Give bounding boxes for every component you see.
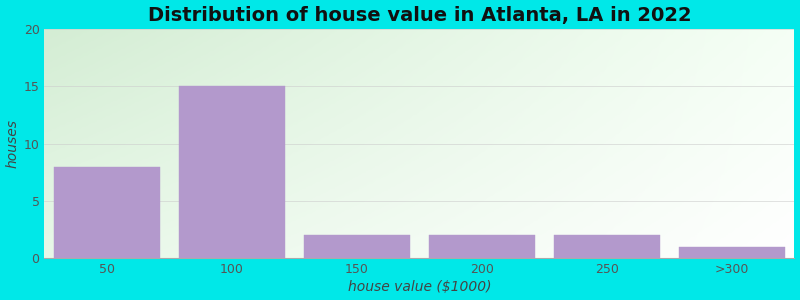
Bar bbox=[679, 247, 785, 258]
Bar bbox=[554, 236, 660, 258]
Bar bbox=[429, 236, 535, 258]
Y-axis label: houses: houses bbox=[6, 119, 19, 168]
Bar bbox=[54, 167, 160, 258]
X-axis label: house value ($1000): house value ($1000) bbox=[348, 280, 491, 294]
Bar bbox=[304, 236, 410, 258]
Title: Distribution of house value in Atlanta, LA in 2022: Distribution of house value in Atlanta, … bbox=[148, 6, 691, 25]
Bar bbox=[179, 86, 285, 258]
